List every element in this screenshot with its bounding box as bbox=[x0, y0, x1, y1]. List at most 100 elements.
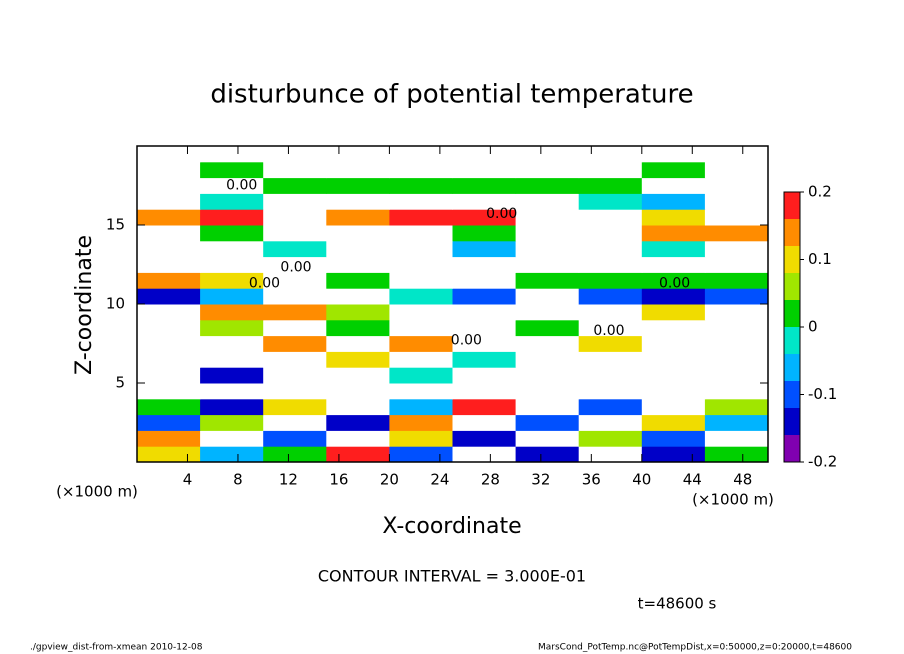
cell bbox=[326, 430, 390, 447]
cell bbox=[452, 177, 517, 194]
cell bbox=[578, 351, 643, 368]
cell bbox=[704, 193, 769, 210]
cell bbox=[137, 351, 201, 368]
cell bbox=[641, 161, 706, 179]
cell bbox=[389, 146, 453, 163]
cell bbox=[704, 383, 769, 400]
cell bbox=[389, 256, 453, 273]
cell bbox=[578, 430, 643, 447]
cell bbox=[389, 319, 453, 337]
cell bbox=[704, 304, 769, 321]
cell bbox=[515, 383, 580, 400]
cell bbox=[641, 225, 706, 242]
cell bbox=[578, 335, 643, 352]
cell bbox=[263, 177, 327, 194]
cell bbox=[452, 272, 517, 289]
cell bbox=[641, 398, 706, 416]
x-tick-label: 44 bbox=[683, 471, 702, 489]
x-tick-label: 12 bbox=[279, 471, 298, 489]
x-tick-label: 4 bbox=[183, 471, 193, 489]
colorbar-tick-label: -0.2 bbox=[808, 453, 837, 471]
cell bbox=[578, 193, 643, 210]
cell bbox=[515, 209, 580, 226]
contour-interval: CONTOUR INTERVAL = 3.000E-01 bbox=[318, 567, 586, 586]
cell bbox=[704, 367, 769, 384]
x-tick-label: 40 bbox=[632, 471, 651, 489]
cell bbox=[263, 319, 327, 337]
cell bbox=[137, 430, 201, 447]
cell bbox=[578, 414, 643, 431]
cell bbox=[578, 446, 643, 463]
cell bbox=[389, 446, 453, 463]
cell bbox=[452, 430, 517, 447]
cell bbox=[137, 256, 201, 273]
cell bbox=[200, 304, 264, 321]
colorbar-swatch bbox=[784, 273, 800, 300]
cell bbox=[452, 146, 517, 163]
cell bbox=[263, 256, 327, 273]
cell bbox=[452, 383, 517, 400]
cell bbox=[704, 288, 769, 305]
cell bbox=[200, 272, 264, 289]
y-axis-label: Z-coordinate bbox=[72, 235, 97, 375]
cell bbox=[578, 225, 643, 242]
cell bbox=[326, 351, 390, 368]
cell bbox=[389, 414, 453, 431]
cell bbox=[641, 256, 706, 273]
cell bbox=[326, 383, 390, 400]
cell bbox=[704, 414, 769, 431]
colorbar-swatch bbox=[784, 219, 800, 246]
colorbar-swatch bbox=[784, 408, 800, 435]
cell bbox=[641, 304, 706, 321]
cell bbox=[137, 161, 201, 179]
cell bbox=[578, 272, 643, 289]
cell bbox=[452, 193, 517, 210]
cell bbox=[452, 209, 517, 226]
cell bbox=[326, 146, 390, 163]
cell bbox=[326, 161, 390, 179]
cell bbox=[263, 146, 327, 163]
footer-right: MarsCond_PotTemp.nc@PotTempDist,x=0:5000… bbox=[538, 643, 852, 653]
colorbar-swatch bbox=[784, 327, 800, 354]
cell bbox=[515, 256, 580, 273]
cell bbox=[326, 367, 390, 384]
x-tick-label: 20 bbox=[380, 471, 399, 489]
colorbar-swatch bbox=[784, 354, 800, 381]
x-tick-label: 36 bbox=[582, 471, 601, 489]
cell bbox=[389, 240, 453, 258]
cell bbox=[137, 446, 201, 463]
cell bbox=[515, 240, 580, 258]
cell bbox=[200, 288, 264, 305]
cell bbox=[578, 383, 643, 400]
cell bbox=[200, 209, 264, 226]
cell bbox=[326, 256, 390, 273]
chart-title: disturbunce of potential temperature bbox=[210, 80, 693, 110]
cell bbox=[263, 383, 327, 400]
cell bbox=[515, 304, 580, 321]
cell bbox=[578, 367, 643, 384]
cell bbox=[704, 225, 769, 242]
cell bbox=[263, 335, 327, 352]
cell bbox=[263, 161, 327, 179]
contour-label: 0.00 bbox=[226, 178, 257, 194]
x-unit: (×1000 m) bbox=[56, 483, 138, 501]
cell bbox=[704, 398, 769, 416]
cell bbox=[704, 256, 769, 273]
cell bbox=[704, 161, 769, 179]
y-tick-label: 5 bbox=[115, 374, 125, 392]
colorbar-swatch bbox=[784, 381, 800, 408]
contour-label: 0.00 bbox=[280, 260, 311, 276]
cell bbox=[389, 398, 453, 416]
cell bbox=[578, 209, 643, 226]
cell bbox=[578, 398, 643, 416]
cell bbox=[263, 304, 327, 321]
contour-label: 0.00 bbox=[451, 332, 482, 348]
cell bbox=[578, 304, 643, 321]
cell bbox=[452, 225, 517, 242]
cell bbox=[137, 288, 201, 305]
cell bbox=[641, 288, 706, 305]
cell bbox=[200, 446, 264, 463]
cell bbox=[263, 351, 327, 368]
cell bbox=[137, 383, 201, 400]
x-tick-label: 8 bbox=[233, 471, 243, 489]
